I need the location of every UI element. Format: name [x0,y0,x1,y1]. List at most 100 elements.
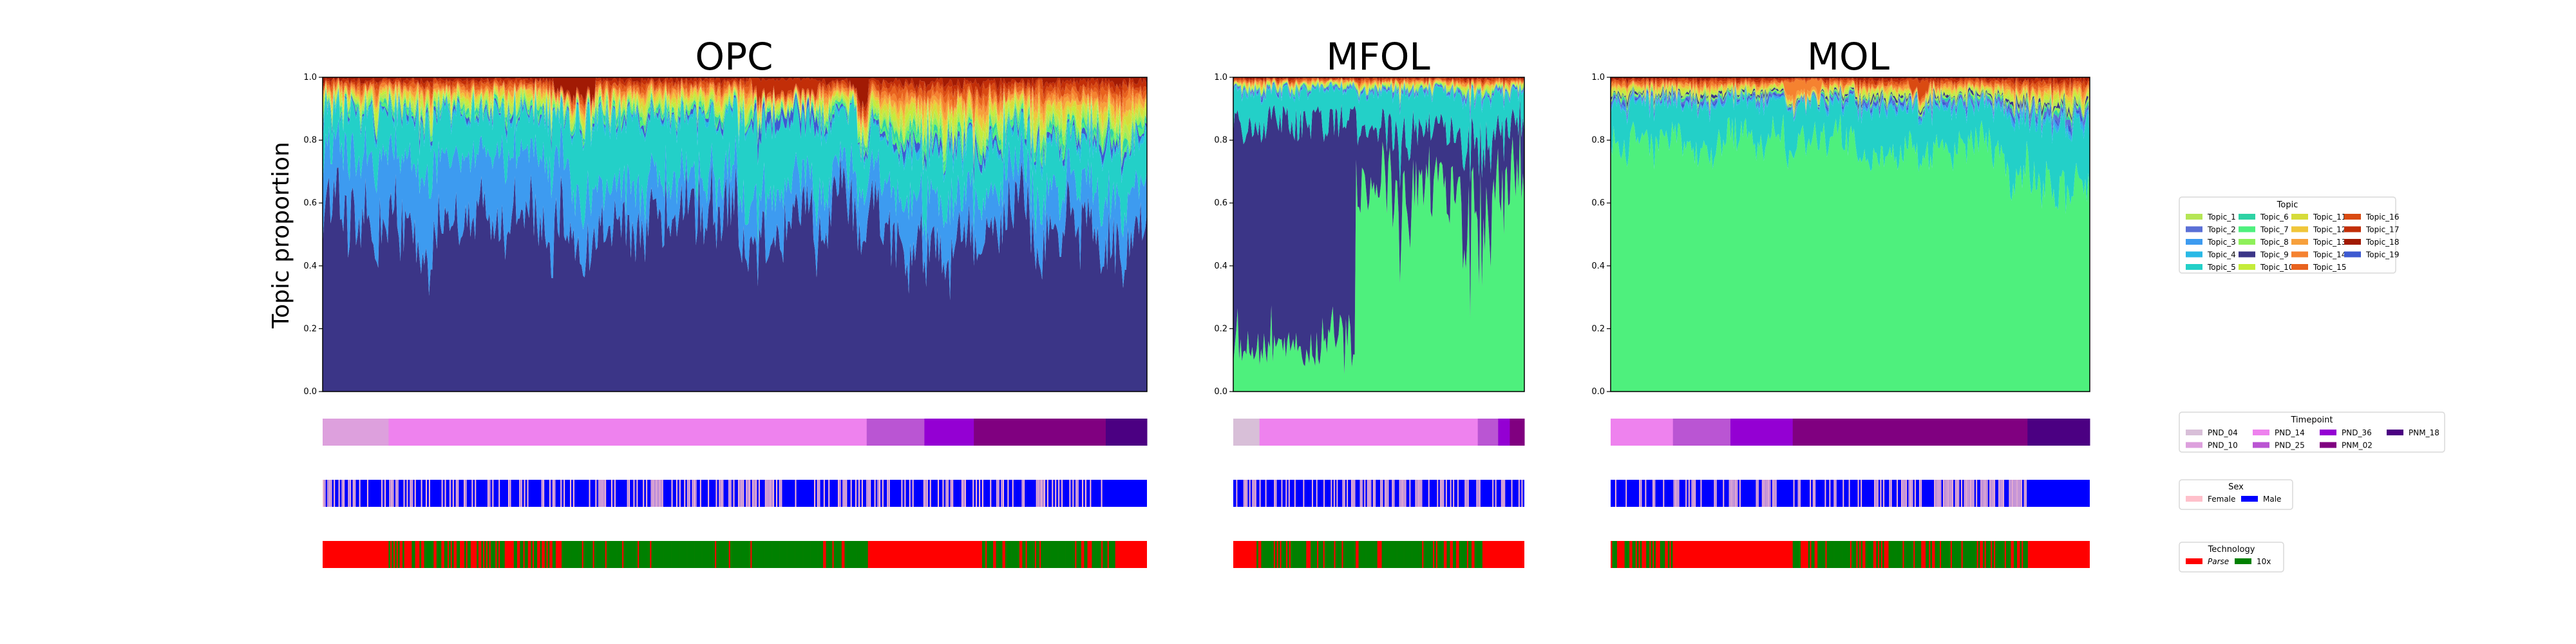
sex-stripe-female [1769,480,1771,507]
sex-stripe-female [2019,480,2021,507]
legend-label: PND_25 [2275,441,2305,450]
technology-stripe-10x [1900,541,1903,568]
legend-timepoint-frame [2179,412,2445,453]
area-mfol-topic-5 [1233,83,1524,189]
technology-stripe-10x [594,541,596,568]
technology-stripe-10x [1442,541,1444,568]
technology-stripe-10x [1416,541,1418,568]
technology-stripe-10x [554,541,556,568]
area-mol-topic-9 [1611,84,2090,122]
technology-stripe-10x [1811,541,1814,568]
sex-stripe-female [925,480,927,507]
sex-stripe-female [1061,480,1063,507]
sex-stripe-female [814,480,816,507]
sex-stripe-female [406,480,408,507]
technology-stripe-10x [458,541,460,568]
legend-label: PND_04 [2208,428,2238,437]
sex-stripe-female [1848,480,1850,507]
technology-stripe-10x [853,541,856,568]
technology-stripe-10x [1429,541,1432,568]
sex-stripe-female [1259,480,1261,507]
technology-stripe-10x [500,541,502,568]
timepoint-segment-opc [1106,419,1148,446]
sex-stripe-female [741,480,743,507]
technology-stripe-10x [569,541,571,568]
axes-frame-mol [1610,77,2090,392]
technology-stripe-10x [846,541,848,568]
sex-stripe-female [743,480,744,507]
technology-stripe-10x [1640,541,1642,568]
legend-label: Topic_8 [2260,238,2289,247]
technology-stripe-10x [1372,541,1374,568]
technology-stripe-10x [614,541,616,568]
sex-stripe-female [1333,480,1335,507]
technology-stripe-10x [629,541,632,568]
technology-stripe-10x [670,541,672,568]
technology-stripe-10x [810,541,813,568]
timepoint-segment-mfol [1477,419,1499,446]
sex-stripe-female [457,480,459,507]
technology-stripe-10x [1820,541,1823,568]
technology-stripe-10x [1899,541,1902,568]
panels-layer: 0.00.20.40.60.81.00.00.20.40.60.81.00.00… [303,73,2090,568]
technology-stripe-10x [722,541,724,568]
technology-stripe-10x [643,541,646,568]
technology-stripe-10x [426,541,428,568]
technology-stripe-10x [1870,541,1872,568]
technology-stripe-10x [1826,541,1829,568]
sex-stripe-female [1793,480,1795,507]
sex-stripe-female [1439,480,1441,507]
technology-stripe-10x [1907,541,1909,568]
technology-stripe-10x [1970,541,1973,568]
legend-swatch [2239,264,2255,270]
sex-stripe-female [1934,480,1936,507]
technology-stripe-10x [864,541,867,568]
technology-stripe-10x [497,541,499,568]
technology-stripe-10x [402,541,404,568]
sex-stripe-female [779,480,781,507]
sex-stripe-female [348,480,350,507]
legend-swatch [2241,496,2258,502]
legend-label: Male [2263,495,2281,504]
technology-stripe-10x [1042,541,1045,568]
legend-swatch [2186,251,2202,258]
sex-stripe-female [1986,480,1988,507]
technology-stripe-10x [1388,541,1390,568]
technology-stripe-10x [849,541,851,568]
technology-stripe-10x [515,541,517,568]
sex-stripe-female [1875,480,1877,507]
sex-stripe-female [1700,480,1702,507]
technology-stripe-10x [1440,541,1443,568]
technology-stripe-10x [600,541,602,568]
sex-stripe-female [1236,480,1238,507]
technology-stripe-10x [1052,541,1054,568]
area-opc-topic-9 [323,156,1147,392]
technology-stripe-10x [1403,541,1405,568]
technology-stripe-10x [388,541,391,568]
technology-stripe-10x [704,541,706,568]
technology-stripe-10x [1011,541,1014,568]
sex-stripe-female [874,480,876,507]
sex-stripe-female [1814,480,1816,507]
sex-stripe-female [909,480,911,507]
sex-stripe-female [739,480,741,507]
sex-stripe-female [381,480,383,507]
technology-stripe-10x [679,541,681,568]
technology-stripe-10x [427,541,430,568]
area-mol-topic-11 [1611,82,2090,113]
sex-stripe-female [2025,480,2027,507]
technology-stripe-10x [1481,541,1482,568]
technology-stripe-10x [1817,541,1819,568]
sex-stripe-female [498,480,500,507]
technology-stripe-10x [1311,541,1312,568]
technology-stripe-10x [1882,541,1884,568]
technology-stripe-10x [1386,541,1388,568]
technology-stripe-10x [1329,541,1331,568]
technology-stripe-10x [1108,541,1111,568]
technology-stripe-10x [1975,541,1977,568]
legend-swatch [2387,430,2403,435]
sex-stripe-female [1937,480,1938,507]
technology-stripe-10x [759,541,762,568]
technology-stripe-10x [1084,541,1086,568]
technology-stripe-10x [737,541,740,568]
